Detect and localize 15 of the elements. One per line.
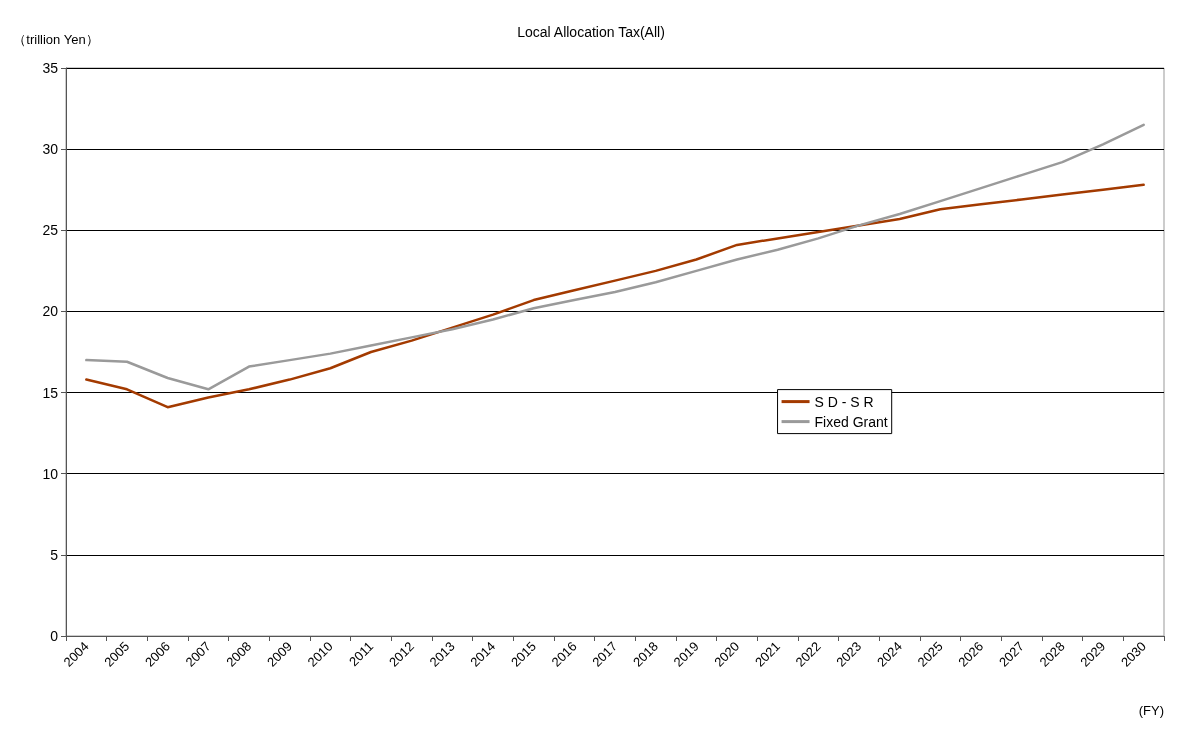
y-tick-label: 30	[42, 141, 59, 158]
y-tick-label: 10	[42, 465, 59, 482]
y-axis-title: （trillion Yen）	[13, 32, 99, 47]
y-tick-label: 0	[50, 628, 59, 644]
legend-label: Fixed Grant	[814, 413, 888, 430]
y-tick-label: 35	[42, 60, 59, 76]
y-tick-label: 25	[42, 222, 59, 239]
line-series	[85, 183, 1145, 409]
legend-label: S D - S R	[814, 393, 874, 410]
x-axis-title: (FY)	[1138, 703, 1164, 718]
line-series	[85, 123, 1145, 391]
chart-title: Local Allocation Tax(All)	[517, 24, 665, 40]
y-tick-label: 15	[42, 384, 59, 401]
y-tick-label: 5	[50, 546, 59, 563]
y-tick-label: 20	[42, 303, 59, 320]
